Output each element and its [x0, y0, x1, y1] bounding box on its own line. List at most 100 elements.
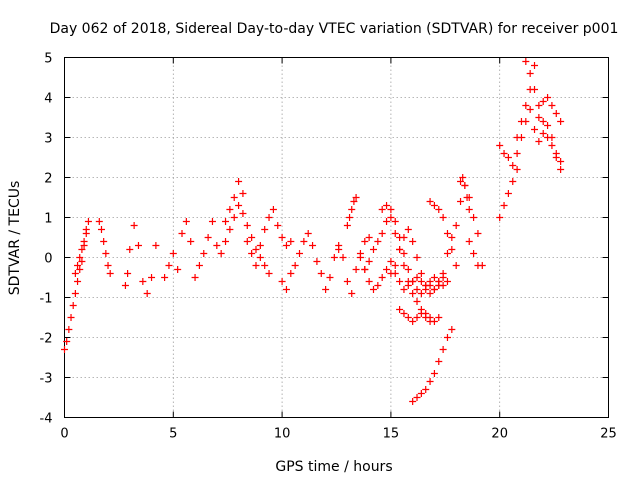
grid: [64, 57, 609, 418]
y-tick-label: 5: [44, 52, 52, 67]
data-point: [261, 262, 269, 269]
data-point: [104, 262, 112, 269]
y-tick-label: 3: [44, 132, 52, 147]
data-point: [539, 98, 547, 105]
data-point: [243, 222, 251, 229]
data-point: [413, 298, 421, 305]
data-point: [174, 266, 182, 273]
data-point: [404, 226, 412, 233]
data-point: [106, 270, 114, 277]
data-point: [500, 150, 508, 157]
data-point: [71, 290, 79, 297]
data-point: [121, 282, 129, 289]
data-point: [361, 266, 369, 273]
data-point: [452, 262, 460, 269]
data-point: [400, 310, 408, 317]
data-point: [422, 386, 430, 393]
data-point: [531, 62, 539, 69]
x-tick-label: 15: [383, 427, 400, 442]
data-point: [235, 178, 243, 185]
data-point: [544, 122, 552, 129]
data-point: [369, 246, 377, 253]
data-point: [435, 358, 443, 365]
data-point: [378, 274, 386, 281]
data-point: [463, 194, 471, 201]
data-point: [63, 338, 71, 345]
data-point: [552, 150, 560, 157]
data-point: [435, 314, 443, 321]
data-point: [400, 286, 408, 293]
data-point: [152, 242, 160, 249]
data-point: [387, 214, 395, 221]
data-point: [426, 378, 434, 385]
data-point: [71, 270, 79, 277]
data-point: [252, 246, 260, 253]
data-point: [413, 394, 421, 401]
data-point: [513, 134, 521, 141]
axis-ticks: 0 5 10 15 20 25 -4 -3 -2 -1 0 1 2 3 4 5: [40, 52, 617, 442]
data-point: [430, 286, 438, 293]
data-point: [76, 254, 84, 261]
data-point: [352, 266, 360, 273]
data-point: [230, 194, 238, 201]
data-point: [430, 274, 438, 281]
data-point: [383, 218, 391, 225]
data-point: [256, 242, 264, 249]
data-point: [69, 302, 77, 309]
y-tick-label: -3: [40, 372, 53, 387]
data-point: [439, 270, 447, 277]
data-point: [430, 202, 438, 209]
data-point: [387, 270, 395, 277]
data-point: [465, 206, 473, 213]
data-point: [265, 270, 273, 277]
data-point: [443, 230, 451, 237]
data-point: [409, 398, 417, 405]
data-point: [161, 274, 169, 281]
data-point: [304, 230, 312, 237]
data-point: [378, 206, 386, 213]
data-point: [97, 226, 105, 233]
data-point: [426, 314, 434, 321]
data-point: [222, 238, 230, 245]
data-point: [465, 238, 473, 245]
data-point: [356, 254, 364, 261]
data-point: [76, 266, 84, 273]
data-point: [548, 134, 556, 141]
data-point: [100, 238, 108, 245]
data-point: [348, 206, 356, 213]
data-point: [222, 218, 230, 225]
data-point: [557, 166, 565, 173]
data-point: [531, 86, 539, 93]
x-tick-label: 0: [60, 427, 68, 442]
data-point: [535, 102, 543, 109]
data-point: [350, 198, 358, 205]
data-point: [400, 250, 408, 257]
data-point: [430, 318, 438, 325]
data-point: [391, 262, 399, 269]
data-point: [343, 278, 351, 285]
data-point: [417, 290, 425, 297]
data-point: [369, 286, 377, 293]
data-point: [417, 278, 425, 285]
data-point: [470, 214, 478, 221]
x-tick-label: 20: [491, 427, 508, 442]
data-point: [230, 214, 238, 221]
data-point: [409, 318, 417, 325]
data-point: [396, 306, 404, 313]
data-point: [509, 178, 517, 185]
y-tick-label: 0: [44, 252, 52, 267]
data-point: [548, 102, 556, 109]
data-point: [102, 250, 110, 257]
data-point: [443, 334, 451, 341]
data-point: [504, 154, 512, 161]
data-point: [287, 238, 295, 245]
data-point: [352, 194, 360, 201]
data-point: [457, 198, 465, 205]
data-point: [187, 238, 195, 245]
data-point: [409, 238, 417, 245]
data-point: [200, 250, 208, 257]
data-point: [557, 118, 565, 125]
data-point: [82, 230, 90, 237]
data-point: [522, 58, 530, 65]
data-point: [435, 282, 443, 289]
